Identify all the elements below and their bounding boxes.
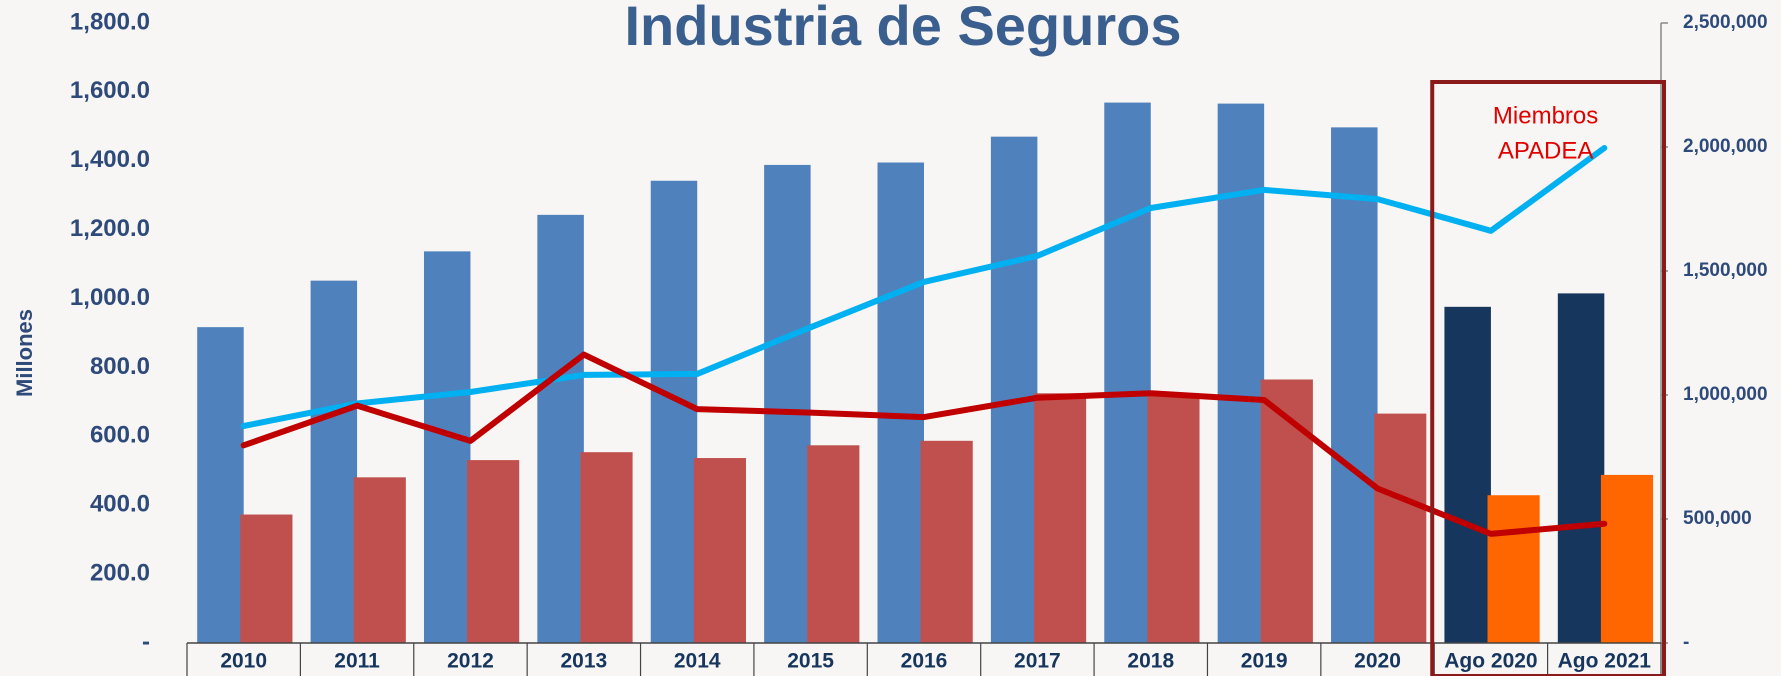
y-axis-title: Millones [12,309,37,397]
y2-tick-label: - [1683,632,1689,653]
y-tick-label: - [142,628,150,655]
y-tick-label: 1,000.0 [70,284,150,311]
y-tick-label: 1,400.0 [70,146,150,173]
bar [920,440,973,643]
bar [693,458,746,643]
x-tick-label: 2011 [334,650,380,673]
bar [310,280,358,643]
bar [1444,306,1491,643]
bar [1104,102,1151,644]
bar [650,180,698,643]
bar [764,164,811,643]
bar [807,445,860,643]
bar [467,460,520,643]
y2-tick-label: 500,000 [1683,508,1752,529]
bar [1331,127,1378,643]
x-tick-label: 2010 [220,650,267,673]
line [240,351,1608,537]
x-tick-label: 2014 [674,650,721,673]
x-tick-label: 2012 [447,650,494,673]
bar [1557,293,1605,643]
x-tick-label: 2019 [1241,650,1288,673]
bar [353,477,406,643]
x-tick-label: 2013 [560,650,607,673]
line [240,144,1608,429]
bar [1147,393,1200,643]
x-tick-label: 2018 [1127,650,1174,673]
y-tick-label: 400.0 [90,491,150,518]
x-tick-label: 2015 [787,650,834,673]
bar [990,136,1038,643]
x-tick-label: 2016 [901,650,948,673]
x-tick-label: Ago 2021 [1558,650,1652,673]
annotation: APADEA [1498,137,1594,164]
y-tick-label: 1,200.0 [70,215,150,242]
y2-tick-label: 1,000,000 [1683,384,1768,405]
y2-tick-label: 1,500,000 [1683,260,1768,281]
x-tick-label: 2020 [1354,650,1401,673]
bar [1374,413,1427,643]
annotation: Miembros [1493,102,1598,129]
bar [580,452,633,643]
x-tick-label: 2017 [1014,650,1061,673]
bar [537,214,584,643]
bar [1487,495,1540,643]
chart-title: Industria de Seguros [625,0,1182,57]
bar [877,162,924,643]
bar [240,514,293,643]
y2-tick-label: 2,500,000 [1683,12,1768,33]
x-tick-label: Ago 2020 [1444,650,1537,673]
highlight-box [1430,80,1666,676]
bar [197,327,244,643]
y-tick-label: 600.0 [90,422,150,449]
bar [1260,379,1313,643]
y-tick-label: 1,600.0 [70,77,150,104]
bar [423,251,471,643]
y2-tick-label: 2,000,000 [1683,136,1768,157]
y-tick-label: 1,800.0 [70,8,150,35]
bar [1217,103,1265,644]
y-tick-label: 800.0 [90,353,150,380]
bar [1600,474,1654,643]
bar [1033,393,1087,643]
y-tick-label: 200.0 [90,559,150,586]
